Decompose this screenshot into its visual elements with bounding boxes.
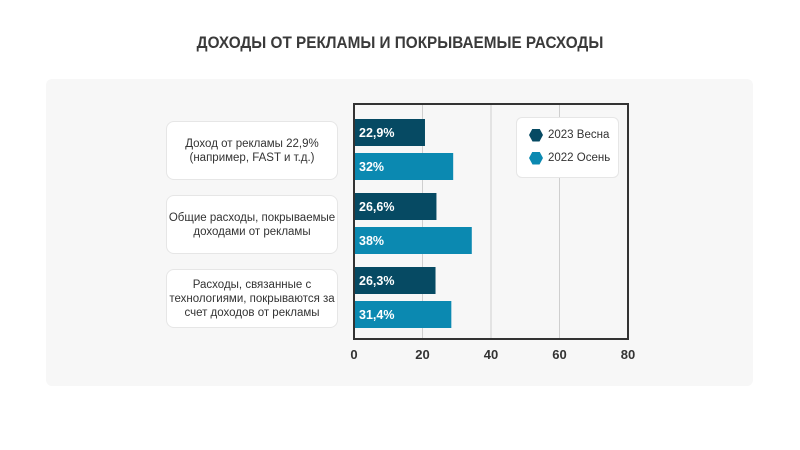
- data-label: 26,3%: [359, 274, 394, 288]
- legend: 2023 Весна 2022 Осень: [516, 117, 619, 178]
- bar: [354, 153, 454, 180]
- x-tick-label: 40: [484, 347, 498, 362]
- x-tick-label: 20: [415, 347, 429, 362]
- legend-item: 2023 Весна: [517, 125, 618, 145]
- hexagon-icon: [529, 128, 543, 142]
- data-label: 31,4%: [359, 308, 394, 322]
- hexagon-icon: [529, 151, 543, 165]
- bar: [354, 193, 437, 220]
- x-tick-label: 60: [552, 347, 566, 362]
- legend-label: 2022 Осень: [548, 152, 611, 164]
- data-label: 38%: [359, 234, 384, 248]
- data-label: 22,9%: [359, 126, 394, 140]
- x-tick-label: 0: [350, 347, 357, 362]
- legend-label: 2023 Весна: [548, 129, 610, 141]
- plot-frame: [353, 103, 629, 340]
- chart-title: ДОХОДЫ ОТ РЕКЛАМЫ И ПОКРЫВАЕМЫЕ РАСХОДЫ: [196, 33, 604, 52]
- bar: [354, 267, 436, 294]
- legend-item: 2022 Осень: [517, 148, 618, 168]
- data-label: 26,6%: [359, 200, 394, 214]
- bar: [354, 227, 472, 254]
- category-label: Расходы, связанные с технологиями, покры…: [166, 269, 338, 328]
- category-label: Доход от рекламы 22,9% (например, FAST и…: [166, 121, 338, 180]
- bar: [354, 119, 425, 146]
- x-tick-label: 80: [621, 347, 635, 362]
- category-label: Общие расходы, покрываемые доходами от р…: [166, 195, 338, 254]
- bar: [354, 301, 452, 328]
- data-label: 32%: [359, 160, 384, 174]
